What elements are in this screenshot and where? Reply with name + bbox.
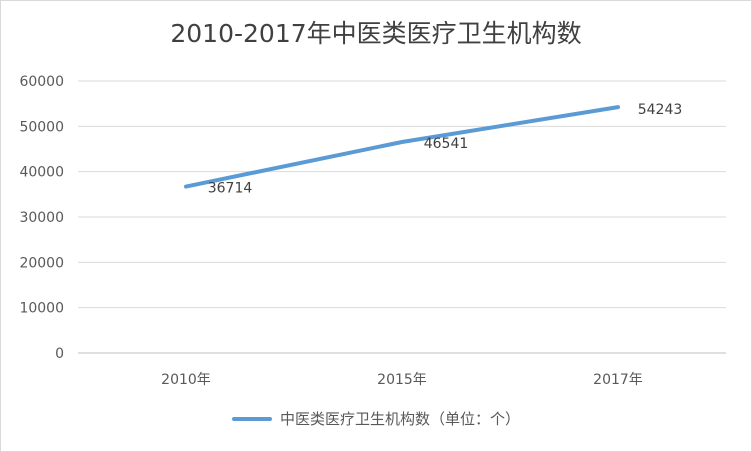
data-label: 36714	[208, 181, 253, 197]
legend: 中医类医疗卫生机构数（单位：个）	[0, 408, 752, 429]
legend-swatch	[231, 416, 272, 421]
y-tick-label: 20000	[19, 255, 64, 271]
y-tick-label: 60000	[19, 74, 64, 90]
y-tick-label: 40000	[19, 165, 64, 181]
legend-label: 中医类医疗卫生机构数（单位：个）	[279, 410, 520, 428]
x-axis-ticks: 2010年 2015年 2017年	[161, 372, 643, 388]
data-labels: 36714 46541 54243	[208, 102, 683, 196]
data-label: 54243	[638, 102, 683, 118]
data-label: 46541	[424, 136, 469, 152]
y-tick-label: 10000	[19, 301, 64, 317]
chart-title: 2010-2017年中医类医疗卫生机构数	[170, 19, 582, 48]
y-tick-label: 50000	[19, 119, 64, 135]
gridlines	[78, 80, 726, 354]
x-tick-label: 2010年	[161, 372, 211, 388]
x-tick-label: 2015年	[377, 372, 427, 388]
y-axis-ticks: 0 10000 20000 30000 40000 50000 60000	[19, 74, 64, 362]
y-tick-label: 30000	[19, 210, 64, 226]
y-tick-label: 0	[55, 346, 64, 362]
series-line	[184, 105, 620, 189]
x-tick-label: 2017年	[593, 372, 643, 388]
series-group	[184, 105, 620, 189]
